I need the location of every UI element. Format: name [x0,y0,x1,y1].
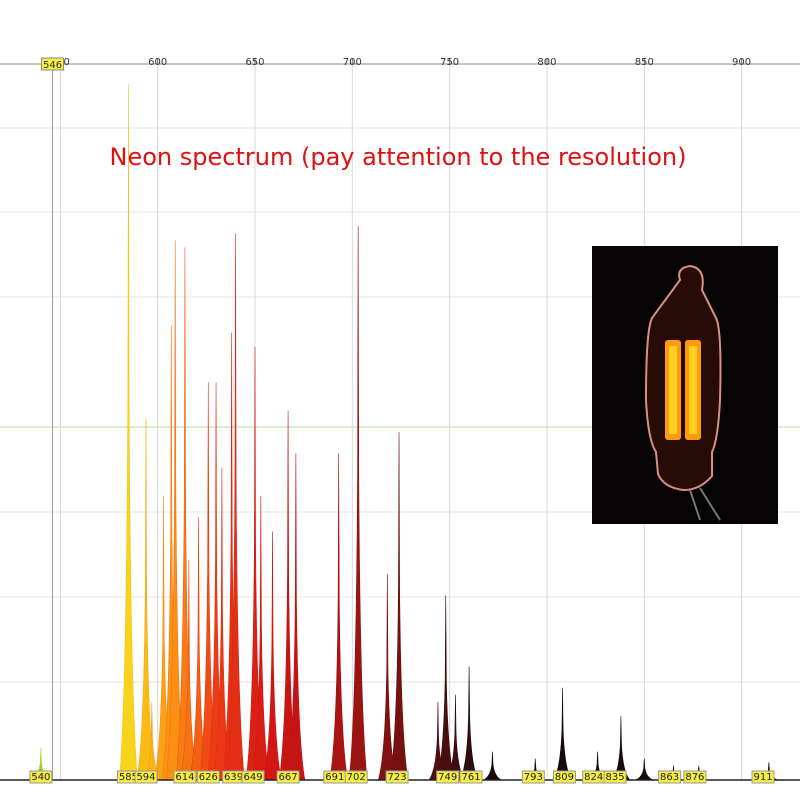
x-tick-label: 800 [537,57,556,68]
peak-label: 691 [325,772,344,783]
peak-label-box [29,770,53,784]
peak-label: 594 [136,772,155,783]
peak-label-box [683,770,707,784]
x-tick-label: 750 [440,57,459,68]
peak-label-box [459,770,483,784]
peak-label-box [521,770,545,784]
spectral-peak [329,453,349,781]
peak-label: 793 [524,772,543,783]
cursor-box [41,57,65,71]
peak-label-box [241,770,265,784]
peak-label-box [552,770,576,784]
peak-label: 876 [685,772,704,783]
peak-label: 585 [119,772,138,783]
peak-label: 639 [224,772,243,783]
peak-label-box [134,770,158,784]
spectral-peak [251,495,271,781]
peak-label: 809 [555,772,574,783]
x-tick-label: 650 [245,57,264,68]
peak-label: 863 [660,772,679,783]
x-tick-label: 600 [148,57,167,68]
peak-label-box [751,770,775,784]
x-tick-label: 900 [732,57,751,68]
spectral-peak [348,226,368,781]
peak-label: 911 [753,772,772,783]
lamp-photo [592,246,778,524]
spectral-peak [226,233,245,781]
spectral-peak [119,84,138,781]
peak-label-box [276,770,300,784]
peak-label-box [658,770,682,784]
peak-label: 702 [347,772,366,783]
peak-label-box [344,770,368,784]
spectral-peak [286,453,306,781]
peak-label-box [196,770,220,784]
peak-label: 723 [388,772,407,783]
peak-label-box [173,770,197,784]
peak-label: 540 [31,772,50,783]
peak-label-box [385,770,409,784]
peak-label: 824 [584,772,603,783]
peak-label: 667 [279,772,298,783]
peak-label: 626 [199,772,218,783]
cursor-label: 546 [43,60,62,71]
peak-label: 835 [606,772,625,783]
peak-label-box [603,770,627,784]
spectral-peak [635,758,654,781]
peak-label-box [436,770,460,784]
spectral-peak [263,531,282,781]
peak-label: 614 [175,772,194,783]
peak-label: 749 [438,772,457,783]
peak-label: 649 [243,772,262,783]
chart-title: Neon spectrum (pay attention to the reso… [110,143,687,171]
spectral-peak [483,751,502,781]
x-tick-label: 700 [343,57,362,68]
x-tick-label: 850 [635,57,654,68]
spectral-peak [389,432,409,781]
peak-label: 761 [461,772,480,783]
